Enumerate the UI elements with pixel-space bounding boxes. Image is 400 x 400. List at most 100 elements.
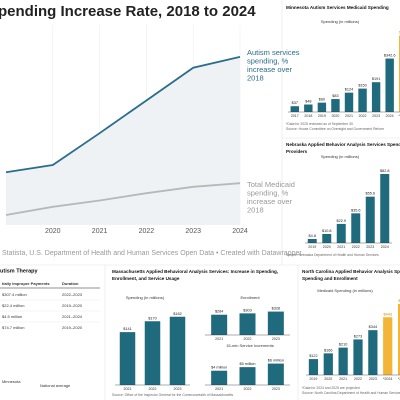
x-tick-label: 2022: [359, 114, 367, 118]
value-label: $170: [148, 316, 156, 320]
bar: [211, 314, 228, 335]
x-tick-label: 2022: [244, 387, 252, 391]
x-tick-label: 2021: [345, 114, 353, 118]
subtitle: Spending (in millions): [321, 19, 360, 24]
x-tick-label: 2020: [331, 114, 339, 118]
x-tick-label: *2024: [383, 377, 392, 381]
x-tick-label: 2021: [124, 387, 132, 391]
chart-title: Minnesota Autism Services Medicaid Spend…: [286, 5, 389, 10]
bar: [322, 234, 332, 243]
value-label: $166: [324, 348, 332, 352]
bar: [365, 196, 375, 243]
value-label: $10.8: [322, 229, 332, 233]
table-header: tially Improper Payments: [2, 281, 50, 286]
category-label: National average: [40, 383, 71, 388]
x-tick-label: 2018: [304, 114, 312, 118]
value-label: $82.8: [380, 169, 390, 173]
value-label: $5 million: [239, 362, 255, 366]
table-cell: 2021–2024: [62, 314, 83, 319]
note: Source: House Committee on Oversight and…: [286, 127, 384, 131]
value-label: $210: [339, 343, 347, 347]
x-tick-label: 2019: [309, 377, 317, 381]
x-tick-label: 2022: [149, 387, 157, 391]
x-tick-label: 2023: [372, 114, 380, 118]
bar: [344, 92, 354, 112]
value-label: $83: [332, 94, 338, 98]
x-tick-label: 2022: [354, 377, 362, 381]
bar: [119, 332, 136, 385]
x-tick-label: 2023: [369, 377, 377, 381]
value-label: $273: [354, 334, 362, 338]
chart-title: Providers: [286, 149, 308, 154]
x-tick-label: 2021: [339, 377, 347, 381]
value-label: $141: [123, 327, 131, 331]
bar: [336, 223, 346, 243]
value-label: $443: [383, 312, 391, 316]
chart-title: Massachusetts Applied Behavioral Analysi…: [112, 269, 278, 274]
series-label: 2018: [247, 73, 264, 82]
value-label: $328: [272, 307, 280, 311]
bar: [267, 363, 284, 385]
x-tick-label: 2019: [318, 114, 326, 118]
area: [6, 56, 240, 226]
subtitle: Enrollment: [240, 295, 260, 300]
series-label: Total Medicaid: [247, 180, 295, 189]
table-cell: $307.4 million: [2, 292, 27, 297]
x-tick-label: 2021: [337, 245, 345, 249]
note: Source: North Carolina Department of Hea…: [302, 391, 400, 395]
note: Source: Office of the Inspector General …: [112, 393, 233, 397]
x-tick-label: 2024: [232, 228, 248, 235]
chart-title: Nebraska Applied Behavior Analysis Servi…: [286, 142, 400, 147]
subtitle: Spending (in millions): [126, 295, 165, 300]
subtitle: 15-min Service Increments: [226, 343, 274, 348]
table-header: Duration: [62, 281, 79, 286]
bar: [323, 353, 333, 375]
subtitle: Spending (in millions): [321, 154, 360, 159]
x-tick-label: 2022: [139, 228, 155, 235]
x-tick-label: 2022: [244, 337, 252, 341]
x-tick-label: 2024: [386, 114, 394, 118]
value-label: $124: [345, 88, 353, 92]
value-label: $4.8: [309, 234, 316, 238]
x-tick-label: 2021: [92, 228, 108, 235]
value-label: $303: [243, 308, 251, 312]
bar: [308, 359, 319, 375]
x-tick-label: 2017: [291, 114, 299, 118]
table-title: utism Therapy: [0, 268, 39, 274]
bar: [351, 213, 361, 243]
bar: [307, 239, 317, 243]
bar: [239, 313, 256, 335]
chart-title: Enrollment, and Service Usage: [112, 276, 180, 281]
series-label: spending, %: [247, 189, 289, 198]
bar: [239, 367, 256, 385]
x-tick-label: 2023: [174, 387, 182, 391]
chart-title: Spending and Enrollment: [302, 276, 358, 281]
x-tick-label: 2020: [323, 245, 331, 249]
series-label: Autism services: [247, 48, 300, 57]
value-label: $60: [319, 98, 325, 102]
table-cell: $4.5 million: [2, 314, 22, 319]
source: Statista, U.S. Department of Health and …: [2, 250, 302, 257]
series-label: spending, %: [247, 56, 289, 65]
series-label: 2018: [247, 206, 264, 215]
x-tick-label: 2021: [215, 387, 223, 391]
x-tick-label: *2025: [398, 377, 400, 381]
note: *Data for 2025 reviewed as of September …: [286, 122, 354, 126]
bar: [304, 104, 313, 112]
bar: [371, 82, 381, 112]
value-label: $191: [372, 77, 380, 81]
value-label: $48: [305, 100, 311, 104]
bar: [397, 303, 400, 375]
bar: [317, 102, 327, 112]
value-label: $284: [215, 310, 223, 314]
x-tick-label: 2023: [272, 387, 280, 391]
value-label: $37: [292, 101, 298, 105]
bar: [331, 99, 340, 112]
bar: [211, 370, 228, 385]
table-cell: $22.4 million: [2, 303, 24, 308]
x-tick-label: 2023: [366, 245, 374, 249]
bar: [338, 347, 348, 375]
subtitle: Medicaid Spending (in millions): [317, 288, 373, 293]
note: *Data for 2024 and 2025 are projected: [302, 386, 360, 390]
